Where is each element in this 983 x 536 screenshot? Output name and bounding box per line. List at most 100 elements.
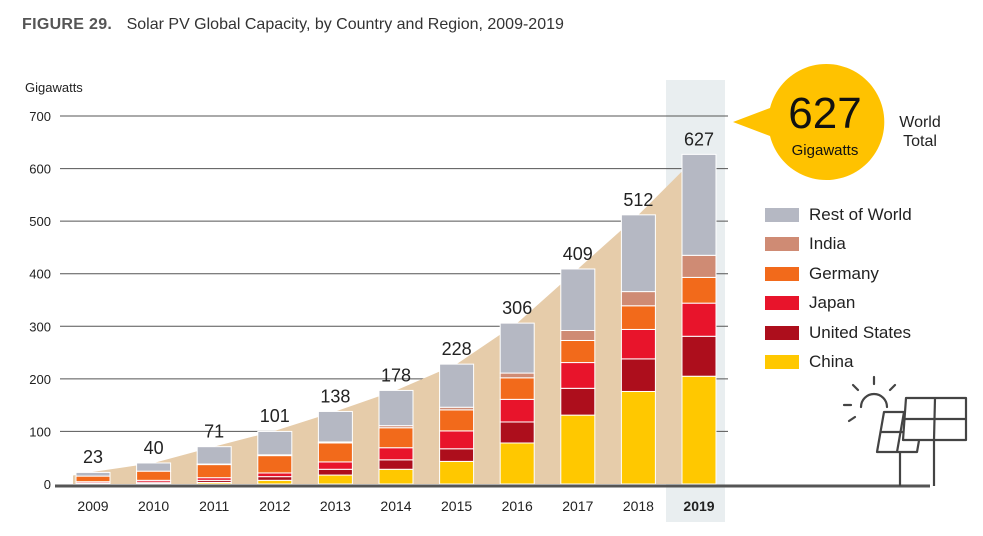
bar-rest-of-world-2011 (196, 446, 232, 465)
bar-rest-of-world-2010 (136, 462, 172, 472)
legend-swatch (765, 325, 799, 340)
y-tick-label: 600 (29, 162, 51, 177)
bar-china-2016 (499, 442, 535, 485)
bar-rest-of-world-2017 (560, 268, 596, 331)
legend-swatch (765, 266, 799, 281)
bar-china-2015 (439, 460, 475, 485)
legend-item-united-states: United States (765, 318, 912, 348)
total-label-2017: 409 (563, 244, 593, 264)
total-label-2010: 40 (144, 438, 164, 458)
legend-item-china: China (765, 348, 912, 378)
bar-china-2014 (378, 468, 414, 485)
callout-unit: Gigawatts (791, 142, 859, 159)
x-axis-ticks: 2009 2010 2011 2012 2013 2014 2015 2016 2017 2018… (77, 498, 714, 514)
legend-label: India (809, 234, 846, 254)
bar-germany-2009 (75, 475, 111, 483)
legend-item-japan: Japan (765, 289, 912, 319)
bar-united-states-2018 (620, 358, 656, 392)
legend-swatch (765, 237, 799, 252)
bar-germany-2011 (196, 464, 232, 479)
bar-china-2019 (681, 375, 717, 485)
bar-germany-2010 (136, 470, 172, 481)
chart-title: Solar PV Global Capacity, by Country and… (126, 16, 564, 33)
legend: Rest of World India Germany Japan United Sta… (765, 200, 912, 377)
bar-japan-2017 (560, 362, 596, 389)
legend-label: China (809, 352, 854, 372)
bar-rest-of-world-2018 (620, 214, 656, 293)
x-tick-label-2018: 2018 (623, 498, 654, 514)
bar-japan-2013 (317, 461, 353, 470)
total-label-2013: 138 (320, 386, 350, 406)
bar-china-2012 (257, 479, 293, 485)
bar-rest-of-world-2009 (75, 471, 111, 477)
bar-rest-of-world-2019 (681, 153, 717, 256)
bar-germany-2017 (560, 339, 596, 364)
bar-rest-of-world-2013 (317, 410, 353, 443)
legend-swatch (765, 296, 799, 311)
callout-bubble (733, 64, 885, 180)
y-tick-label: 200 (29, 372, 51, 387)
x-tick-label-2015: 2015 (441, 498, 472, 514)
x-tick-label-2012: 2012 (259, 498, 290, 514)
total-labels: 23 40 71 101 138 178 228 306 409 512 627 (83, 129, 714, 467)
bar-china-2018 (620, 390, 656, 485)
total-area (73, 154, 699, 484)
bar-india-2017 (560, 329, 596, 341)
bar-united-states-2012 (257, 476, 293, 481)
bar-germany-2016 (499, 377, 535, 400)
bar-united-states-2016 (499, 421, 535, 444)
total-label-2015: 228 (442, 339, 472, 359)
figure-label: FIGURE 29. (22, 16, 113, 33)
bar-japan-2018 (620, 328, 656, 360)
chart-header: FIGURE 29. Solar PV Global Capacity, by … (22, 16, 564, 34)
x-tick-label-2019: 2019 (683, 498, 714, 514)
bars (75, 153, 717, 485)
total-label-2009: 23 (83, 447, 103, 467)
bar-rest-of-world-2014 (378, 389, 414, 427)
x-tick-label-2017: 2017 (562, 498, 593, 514)
bar-india-2019 (681, 254, 717, 278)
callout-value: 627 (788, 89, 862, 138)
bar-germany-2013 (317, 442, 353, 463)
legend-item-germany: Germany (765, 259, 912, 289)
y-tick-label: 100 (29, 424, 51, 439)
sun-icon (842, 375, 897, 423)
bar-rest-of-world-2016 (499, 322, 535, 374)
total-label-2016: 306 (502, 298, 532, 318)
y-tick-label: 500 (29, 214, 51, 229)
bar-china-2017 (560, 414, 596, 485)
legend-label: Germany (809, 263, 879, 283)
legend-item-rest-of-world: Rest of World (765, 200, 912, 230)
bar-germany-2012 (257, 455, 293, 474)
bar-united-states-2017 (560, 387, 596, 416)
x-tick-label-2016: 2016 (502, 498, 533, 514)
legend-label: Rest of World (809, 204, 912, 224)
x-tick-label-2011: 2011 (199, 498, 229, 514)
total-label-2012: 101 (260, 406, 290, 426)
total-label-2011: 71 (204, 422, 224, 442)
legend-item-india: India (765, 230, 912, 260)
x-tick-label-2009: 2009 (77, 498, 108, 514)
x-tick-label-2010: 2010 (138, 498, 169, 514)
bar-rest-of-world-2012 (257, 430, 293, 456)
total-label-2018: 512 (623, 190, 653, 210)
total-label-2014: 178 (381, 365, 411, 385)
legend-label: United States (809, 322, 912, 342)
y-axis-label: Gigawatts (25, 80, 83, 95)
bar-japan-2012 (257, 472, 293, 478)
bar-united-states-2013 (317, 468, 353, 476)
bar-india-2018 (620, 291, 656, 307)
solar-panel-icon (875, 396, 968, 486)
bar-united-states-2015 (439, 448, 475, 462)
legend-swatch (765, 355, 799, 370)
bar-germany-2015 (439, 409, 475, 432)
bar-united-states-2019 (681, 335, 717, 377)
legend-swatch (765, 207, 799, 222)
legend-label: Japan (809, 293, 856, 313)
bar-rest-of-world-2015 (439, 363, 475, 408)
bar-germany-2019 (681, 276, 717, 304)
bar-japan-2016 (499, 398, 535, 423)
total-label-2019: 627 (684, 129, 714, 149)
bar-india-2016 (499, 372, 535, 379)
